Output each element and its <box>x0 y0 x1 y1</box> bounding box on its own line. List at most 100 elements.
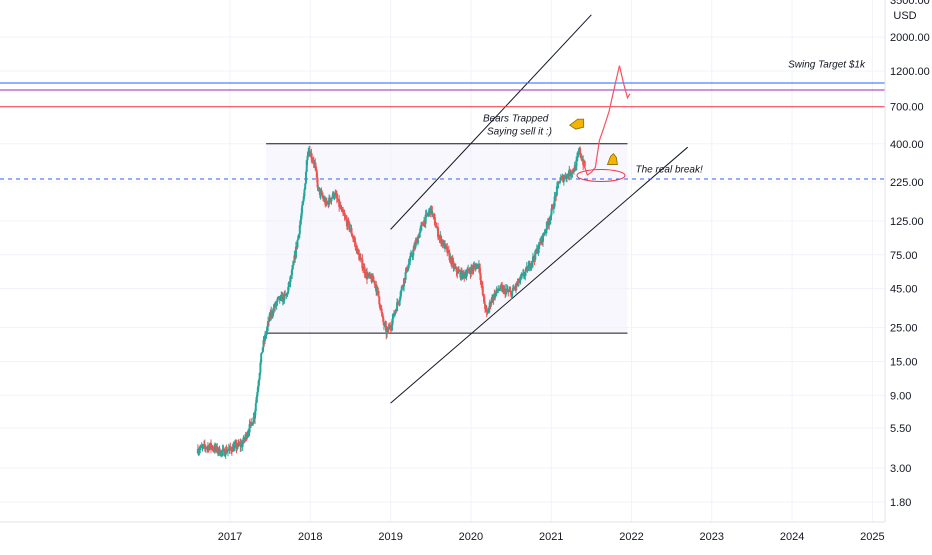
candle-body <box>316 177 319 188</box>
candle-body <box>576 154 579 158</box>
candle-body <box>499 285 502 290</box>
candle-body <box>496 288 499 291</box>
candle-body <box>243 437 246 440</box>
candle-body <box>235 443 238 449</box>
candle-body <box>372 276 375 281</box>
candle-body <box>328 197 331 201</box>
candle-body <box>223 448 226 456</box>
candle-body <box>196 449 199 454</box>
candle-body <box>391 318 394 326</box>
candle-body <box>220 450 223 455</box>
candle-body <box>343 214 346 217</box>
candle-body <box>418 232 421 238</box>
candle-body <box>353 240 356 242</box>
candle-body <box>284 293 287 295</box>
candle-body <box>577 152 580 155</box>
candle-body <box>548 220 551 225</box>
candle-body <box>242 437 245 443</box>
candle-body <box>264 334 267 336</box>
candle-body <box>566 174 569 176</box>
candle-body <box>355 245 358 247</box>
candle-body <box>285 293 288 296</box>
candle-body <box>350 228 353 235</box>
y-tick-label: 3500.00 <box>890 0 930 7</box>
candle-body <box>296 239 299 248</box>
candle-body <box>393 312 396 316</box>
candle-body <box>249 421 252 424</box>
candle-body <box>522 273 525 276</box>
candle-body <box>289 275 292 283</box>
candle-body <box>229 446 232 449</box>
candle-body <box>478 263 481 273</box>
candle-body <box>457 270 460 274</box>
candle-body <box>394 310 397 313</box>
candle-body <box>380 308 383 313</box>
candle-body <box>218 447 221 455</box>
candle-body <box>376 287 379 291</box>
candle-body <box>382 316 385 322</box>
candle-body <box>472 266 475 270</box>
candle-body <box>504 290 507 295</box>
candle-body <box>362 268 365 270</box>
candle-body <box>377 290 380 297</box>
candle-body <box>390 325 393 328</box>
y-tick-label: 9.00 <box>890 390 911 402</box>
candle-body <box>521 274 524 276</box>
candle-body <box>241 442 244 447</box>
candle-body <box>254 411 257 419</box>
candle-body <box>386 330 389 335</box>
candle-body <box>342 209 345 213</box>
candle-body <box>482 295 485 297</box>
candle-body <box>432 213 435 215</box>
candle-body <box>430 206 433 215</box>
candle-body <box>374 284 377 286</box>
candle-body <box>233 445 236 451</box>
candle-body <box>315 166 318 171</box>
candle-body <box>434 225 437 228</box>
candle-body <box>569 174 572 176</box>
candle-body <box>247 432 250 434</box>
candle-body <box>335 194 338 199</box>
x-tick-label: 2018 <box>298 531 322 543</box>
candle-body <box>301 201 304 206</box>
candle-body <box>570 173 573 175</box>
candle-body <box>407 263 410 269</box>
candle-body <box>412 249 415 256</box>
candle-body <box>514 287 517 289</box>
candle-body <box>545 221 548 230</box>
candle-body <box>246 434 249 438</box>
candle-body <box>357 249 360 254</box>
candle-body <box>426 214 429 216</box>
candle-body <box>520 275 523 277</box>
candle-body <box>523 275 526 277</box>
candle-body <box>421 223 424 226</box>
candle-body <box>433 217 436 226</box>
candle-body <box>300 213 303 220</box>
candle-body <box>484 303 487 309</box>
candle-body <box>509 290 512 292</box>
candle-body <box>579 154 582 158</box>
candle-body <box>292 261 295 266</box>
price-lines <box>0 82 885 180</box>
candle-body <box>527 265 530 271</box>
candle-body <box>483 296 486 304</box>
candles <box>196 65 631 460</box>
candle-body <box>287 287 290 294</box>
candle-body <box>272 307 275 314</box>
candle-body <box>226 450 229 452</box>
x-tick-label: 2022 <box>619 531 643 543</box>
candle-body <box>555 195 558 197</box>
candle-body <box>571 169 574 174</box>
candle-body <box>475 265 478 270</box>
candle-body <box>255 396 258 404</box>
candle-body <box>572 169 575 172</box>
candle-body <box>579 148 582 155</box>
candle-body <box>564 175 567 179</box>
candle-body <box>501 286 504 288</box>
candle-body <box>462 271 465 274</box>
candle-body <box>287 281 290 288</box>
candle-body <box>461 271 464 279</box>
candle-body <box>210 442 213 448</box>
y-tick-label: 700.00 <box>890 102 924 114</box>
